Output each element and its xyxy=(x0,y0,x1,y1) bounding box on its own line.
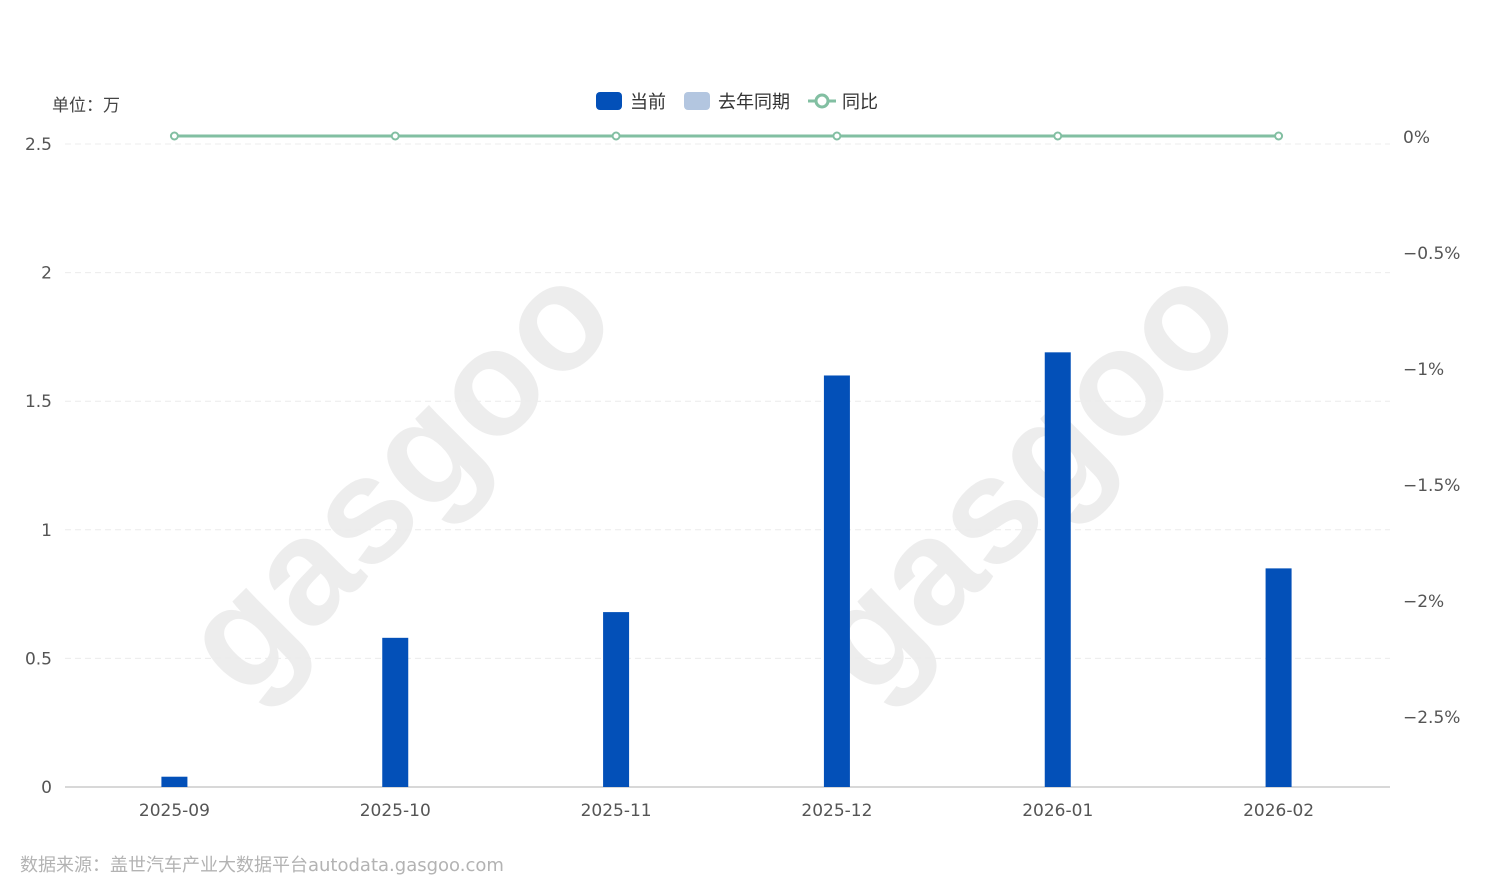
y-right-tick-label: −1.5% xyxy=(1403,476,1460,496)
x-tick-label: 2025-12 xyxy=(801,801,872,821)
legend-marker xyxy=(596,92,622,110)
y-left-tick-label: 0 xyxy=(41,778,52,798)
legend-item[interactable]: 当前 xyxy=(596,88,666,114)
y-right-tick-label: −1% xyxy=(1403,360,1444,380)
x-tick-label: 2025-10 xyxy=(360,801,431,821)
unit-label: 单位：万 xyxy=(52,96,120,116)
y-right-tick-label: −2% xyxy=(1403,592,1444,612)
legend-label: 同比 xyxy=(842,92,878,113)
bar-2025-10 xyxy=(382,637,409,787)
legend: 当前 去年同期 同比 xyxy=(596,88,896,114)
legend-item[interactable]: 去年同期 xyxy=(684,88,790,114)
data-source: 数据来源：盖世汽车产业大数据平台autodata.gasgoo.com xyxy=(20,855,504,876)
legend-label: 当前 xyxy=(630,92,666,113)
legend-marker xyxy=(684,92,710,110)
y-left-tick-label: 2 xyxy=(41,264,52,284)
y-left-tick-label: 2.5 xyxy=(25,135,52,155)
yoy-point xyxy=(390,131,400,141)
bar-2026-01 xyxy=(1044,352,1071,787)
yoy-point xyxy=(832,131,842,141)
y-right-tick-label: 0% xyxy=(1403,128,1430,148)
legend-label: 去年同期 xyxy=(718,92,790,113)
legend-item[interactable]: 同比 xyxy=(808,88,878,114)
bar-2025-09 xyxy=(161,776,188,787)
yoy-point xyxy=(1274,131,1284,141)
bar-2026-02 xyxy=(1265,568,1292,787)
y-left-tick-label: 0.5 xyxy=(25,649,52,669)
yoy-point xyxy=(169,131,179,141)
bar-2025-12 xyxy=(823,375,850,787)
y-right-tick-label: −0.5% xyxy=(1403,244,1460,264)
yoy-point xyxy=(1053,131,1063,141)
x-tick-label: 2025-09 xyxy=(139,801,210,821)
x-tick-label: 2025-11 xyxy=(581,801,652,821)
x-tick-label: 2026-01 xyxy=(1022,801,1093,821)
yoy-point xyxy=(611,131,621,141)
y-right-tick-label: −2.5% xyxy=(1403,708,1460,728)
y-left-tick-label: 1 xyxy=(41,521,52,541)
bar-2025-11 xyxy=(603,612,630,787)
y-left-tick-label: 1.5 xyxy=(25,392,52,412)
legend-marker xyxy=(808,93,836,109)
x-tick-label: 2026-02 xyxy=(1243,801,1314,821)
